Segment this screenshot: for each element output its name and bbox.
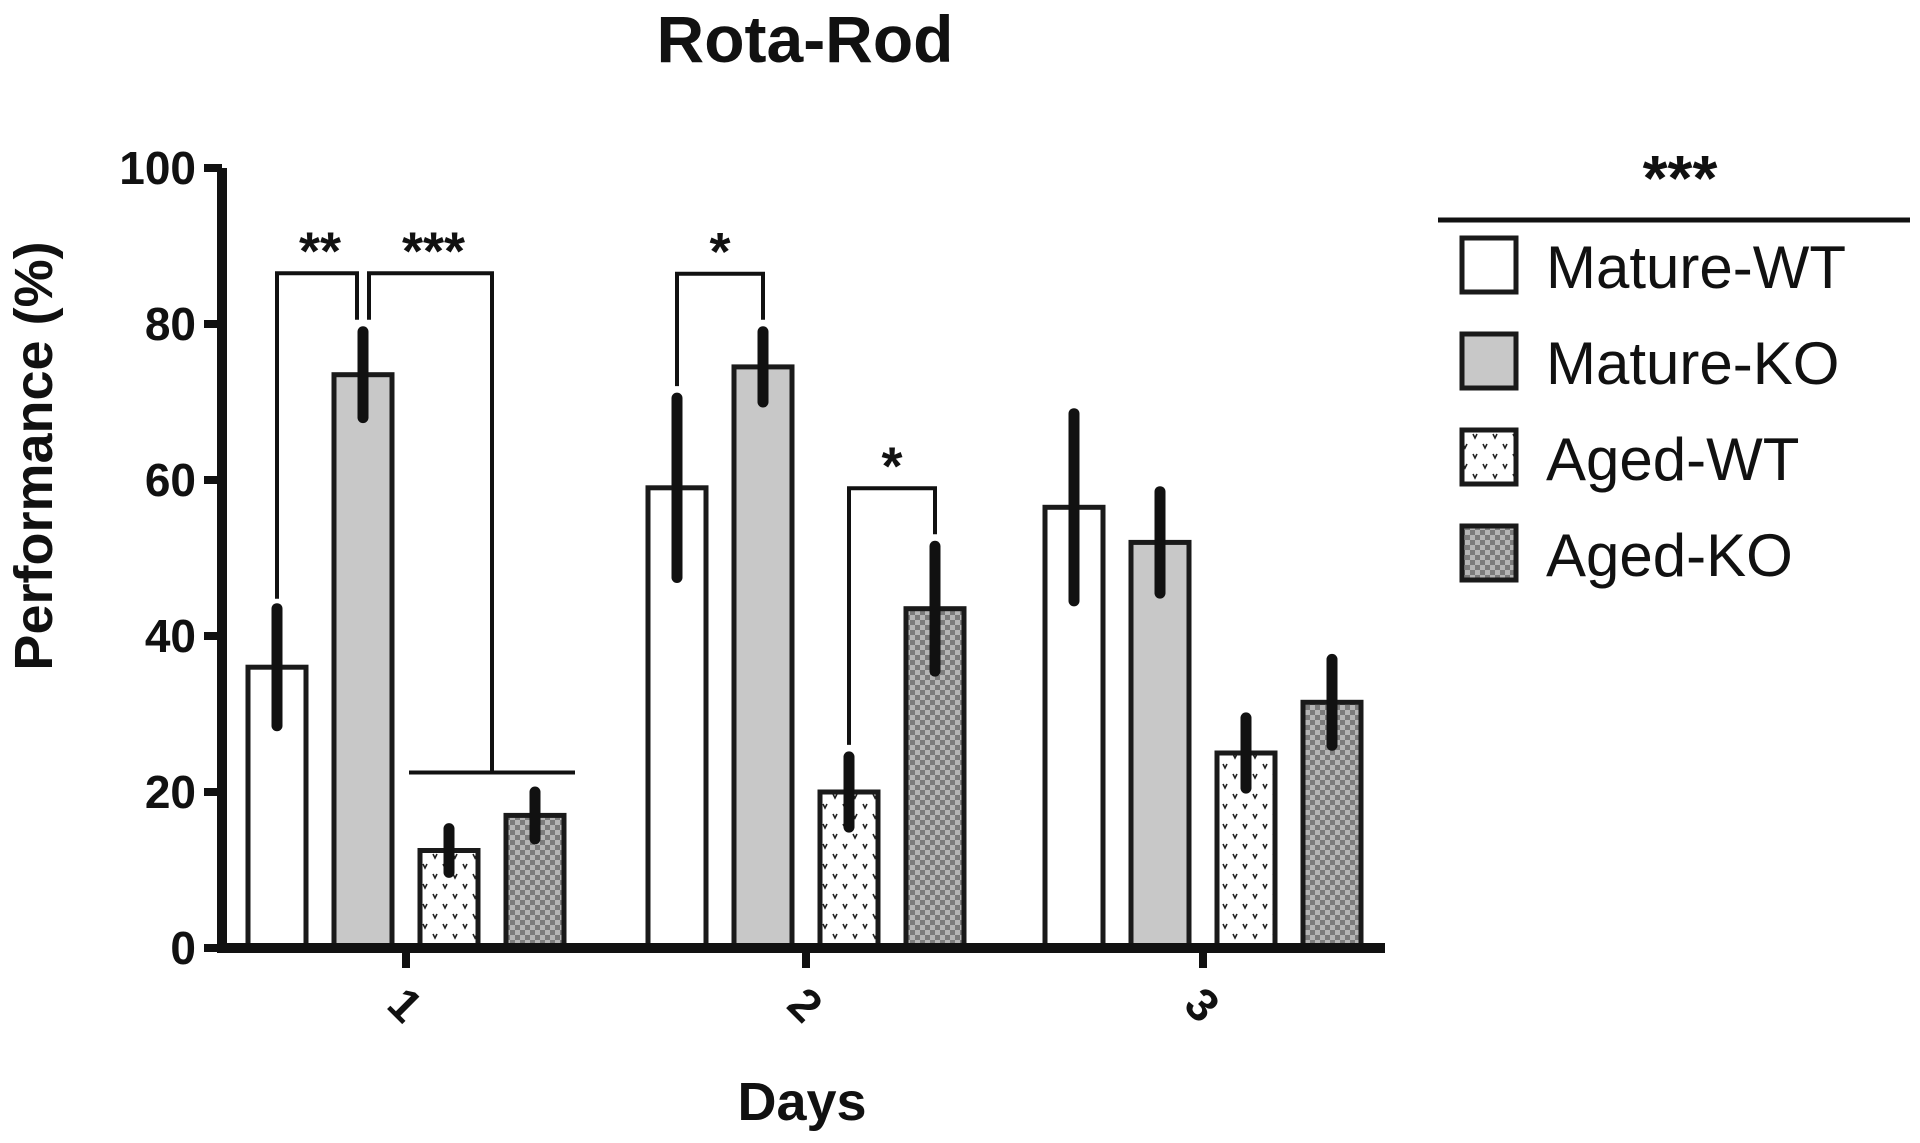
- y-tick-label-60: 60: [145, 454, 196, 506]
- bar-mature-wt-day-2: [645, 485, 709, 951]
- bar-mature-ko-day-3: [1128, 539, 1192, 951]
- y-tick-label-100: 100: [119, 142, 196, 194]
- plot-area: 0 20 40 60 80 100 1 2 3: [119, 142, 1385, 1032]
- sig-bracket-1-label: **: [299, 221, 341, 281]
- sig-bracket-2-line: [367, 271, 494, 773]
- sig-bracket-1-line: [275, 271, 359, 599]
- x-tick-label-2: 2: [778, 977, 833, 1032]
- legend-swatch-aged-ko: [1459, 523, 1519, 583]
- x-tick-label-3: 3: [1175, 977, 1230, 1032]
- bar-aged-ko-day-2: [903, 606, 967, 951]
- x-axis-label: Days: [737, 1072, 866, 1132]
- legend-significance-label: ***: [1643, 142, 1718, 214]
- legend-label-aged-ko: Aged-KO: [1546, 522, 1793, 589]
- legend-label-mature-ko: Mature-KO: [1546, 330, 1839, 397]
- bar-mature-ko-day-1: [331, 372, 395, 951]
- x-tick-label-1: 1: [378, 977, 433, 1032]
- legend: *** Mature-WT Mature-KO Aged-WT Aged-KO: [1438, 142, 1910, 589]
- legend-label-mature-wt: Mature-WT: [1546, 234, 1846, 301]
- y-tick-label-80: 80: [145, 298, 196, 350]
- sig-bracket-4-label: *: [881, 436, 902, 496]
- legend-swatch-mature-ko: [1459, 331, 1519, 391]
- sig-bracket-2-label: ***: [402, 221, 465, 281]
- bar-mature-ko-day-2: [731, 364, 795, 951]
- sig-bracket-1: **: [275, 221, 359, 599]
- sig-bracket-2: ***: [367, 221, 575, 775]
- y-tick-label-20: 20: [145, 766, 196, 818]
- y-tick-label-0: 0: [170, 922, 196, 974]
- sig-bracket-3: *: [675, 222, 765, 387]
- legend-swatch-aged-wt: [1459, 427, 1519, 487]
- sig-bracket-3-label: *: [709, 222, 730, 282]
- y-axis-label: Performance (%): [4, 241, 64, 670]
- sig-bracket-4-line: [847, 486, 937, 745]
- sig-bracket-3-line: [675, 271, 765, 387]
- sig-bracket-4: *: [847, 436, 937, 745]
- chart-title: Rota-Rod: [657, 2, 954, 76]
- legend-label-aged-wt: Aged-WT: [1546, 426, 1799, 493]
- y-tick-label-40: 40: [145, 610, 196, 662]
- legend-swatch-mature-wt: [1459, 235, 1519, 295]
- significance-annotations: ** *** **: [275, 221, 937, 775]
